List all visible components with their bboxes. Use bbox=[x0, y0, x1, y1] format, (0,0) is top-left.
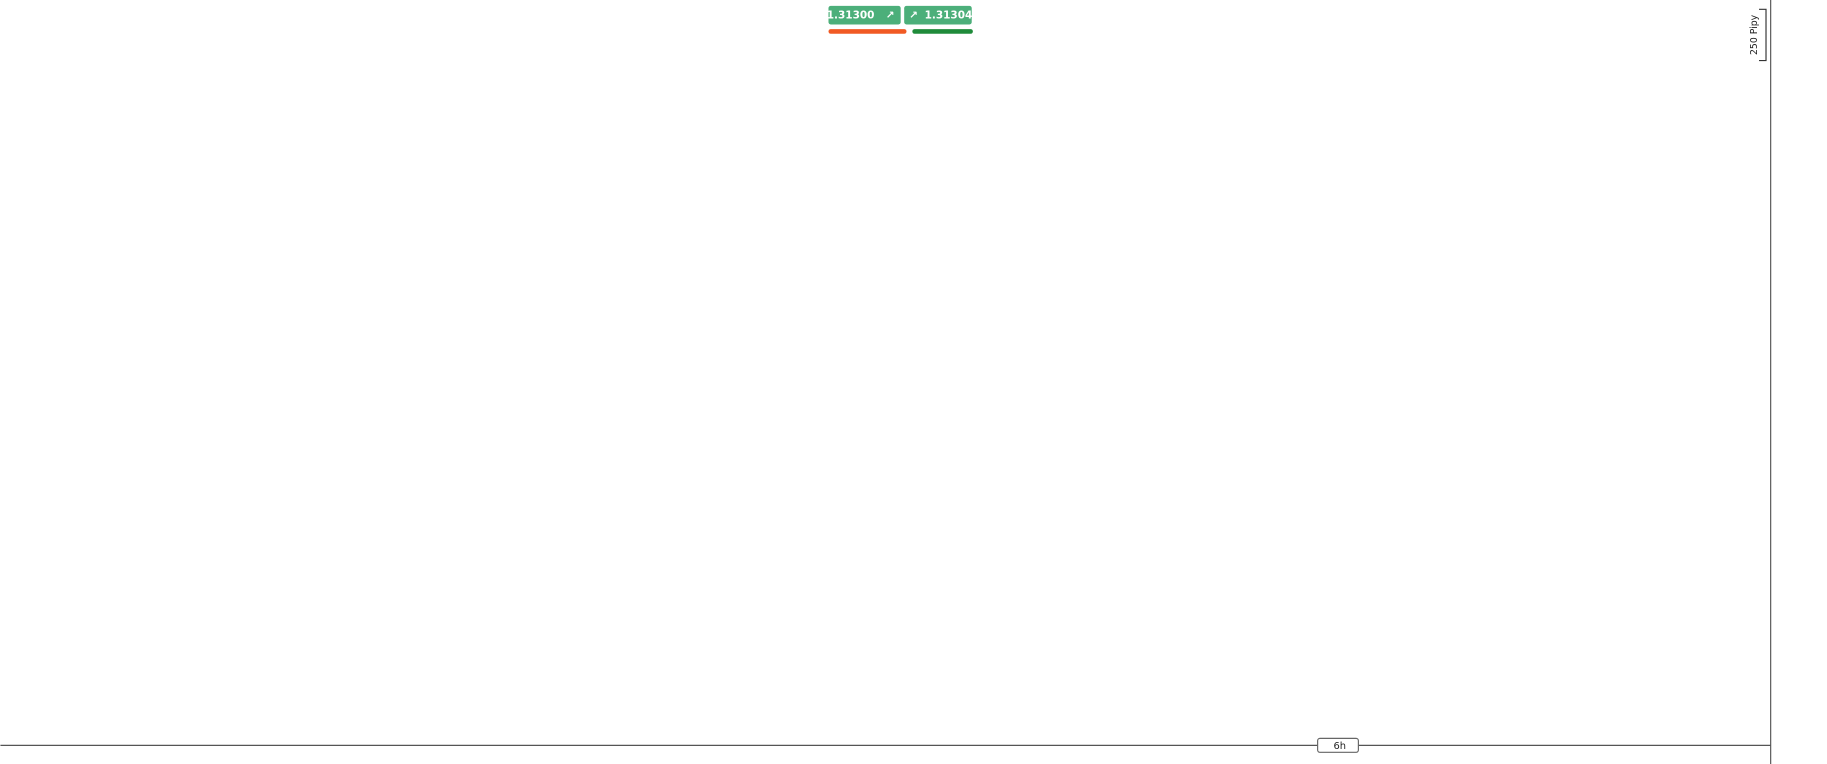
buy-icon[interactable]: ↗ bbox=[909, 10, 918, 22]
bid-price[interactable]: 1.31300 bbox=[827, 10, 875, 22]
sell-bar bbox=[828, 29, 907, 34]
timeframe-box[interactable] bbox=[1317, 737, 1359, 753]
ask-price[interactable]: 1.31304 bbox=[925, 10, 973, 22]
sell-button[interactable] bbox=[828, 5, 901, 25]
buy-button[interactable] bbox=[904, 5, 972, 25]
sell-icon[interactable]: ↗ bbox=[886, 10, 895, 22]
buy-bar bbox=[912, 29, 973, 34]
axis-layer: 250 Pipy 6h bbox=[0, 0, 1772, 764]
quote-widget: 1.31300 ↗ ↗ 1.31304 bbox=[827, 5, 973, 34]
scale-label: 250 Pipy bbox=[1749, 14, 1760, 55]
timeframe-label[interactable]: 6h bbox=[1333, 741, 1346, 752]
scale-bracket bbox=[1759, 8, 1767, 62]
